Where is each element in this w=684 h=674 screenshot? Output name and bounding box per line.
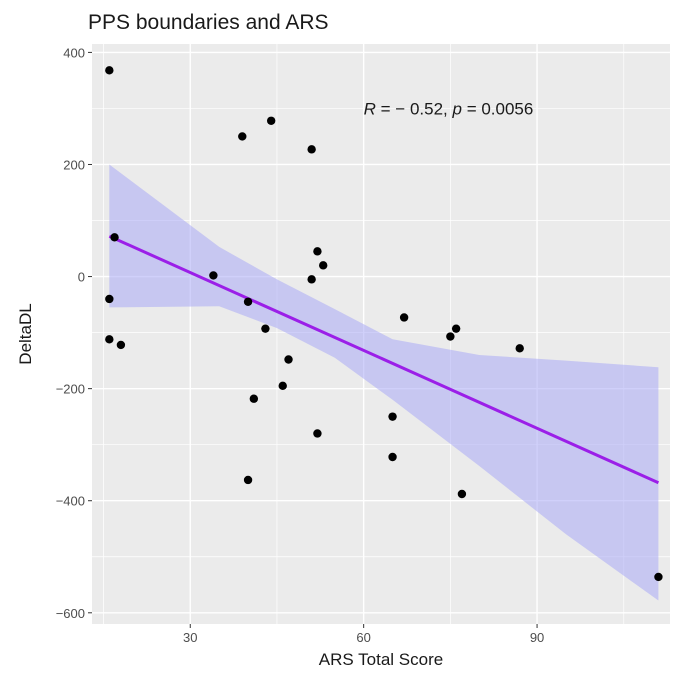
- y-axis-ticks: 400 200 0 −200 −400 −600: [56, 45, 92, 621]
- data-point: [261, 324, 270, 333]
- data-point: [284, 355, 293, 364]
- data-point: [451, 324, 461, 333]
- data-point: [249, 394, 259, 403]
- x-tick-label: 60: [356, 630, 370, 645]
- data-point: [209, 271, 218, 280]
- data-point: [446, 332, 455, 341]
- annotation-r-value: = − 0.52,: [376, 99, 453, 118]
- data-point: [388, 452, 397, 462]
- data-point: [105, 294, 114, 304]
- data-point: [313, 247, 322, 256]
- x-tick-label: 30: [183, 630, 197, 645]
- data-point: [105, 66, 114, 75]
- data-point: [313, 429, 322, 438]
- chart-title: PPS boundaries and ARS: [88, 11, 329, 34]
- data-point: [243, 475, 253, 485]
- data-point: [388, 412, 397, 421]
- y-tick-label: −200: [56, 382, 85, 397]
- y-axis-title: DeltaDL: [16, 303, 35, 364]
- annotation-r-symbol: R: [364, 99, 376, 118]
- data-point: [278, 381, 287, 391]
- data-point: [654, 572, 663, 582]
- data-point: [319, 261, 328, 270]
- correlation-annotation: R = − 0.52, p = 0.0056: [364, 99, 534, 118]
- y-tick-label: 400: [63, 45, 85, 60]
- y-tick-label: 0: [78, 270, 85, 285]
- y-tick-label: −600: [56, 606, 85, 621]
- data-point: [307, 275, 316, 284]
- confidence-band: [109, 164, 659, 601]
- annotation-p-value: = 0.0056: [462, 99, 533, 118]
- data-point: [105, 335, 114, 344]
- annotation-p-symbol: p: [452, 99, 462, 118]
- x-axis-ticks: 30 60 90: [183, 624, 544, 645]
- data-point: [266, 116, 276, 125]
- x-axis-title: ARS Total Score: [319, 650, 443, 669]
- data-points: [105, 66, 663, 582]
- data-point: [457, 489, 467, 499]
- y-tick-label: 200: [63, 157, 85, 172]
- data-point: [307, 145, 316, 154]
- data-point: [515, 344, 524, 353]
- data-point: [110, 233, 119, 242]
- y-tick-label: −400: [56, 494, 85, 509]
- regression-line: [108, 234, 660, 485]
- data-point: [116, 340, 126, 350]
- confidence-band-group: [109, 164, 659, 601]
- data-point: [243, 297, 253, 306]
- x-tick-label: 90: [530, 630, 544, 645]
- data-point: [238, 132, 247, 141]
- data-point: [399, 313, 409, 322]
- regression-line-group: [108, 234, 660, 485]
